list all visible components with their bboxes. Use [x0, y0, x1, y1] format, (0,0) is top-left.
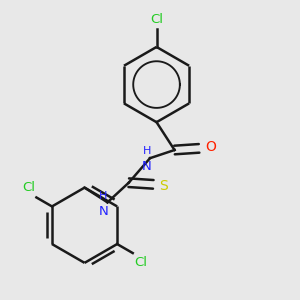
- Text: H: H: [142, 146, 151, 156]
- Text: N: N: [142, 160, 152, 173]
- Text: S: S: [159, 179, 168, 193]
- Text: O: O: [205, 140, 216, 154]
- Text: Cl: Cl: [134, 256, 147, 269]
- Text: H: H: [99, 191, 108, 201]
- Text: N: N: [99, 205, 108, 218]
- Text: Cl: Cl: [150, 13, 163, 26]
- Text: Cl: Cl: [22, 181, 35, 194]
